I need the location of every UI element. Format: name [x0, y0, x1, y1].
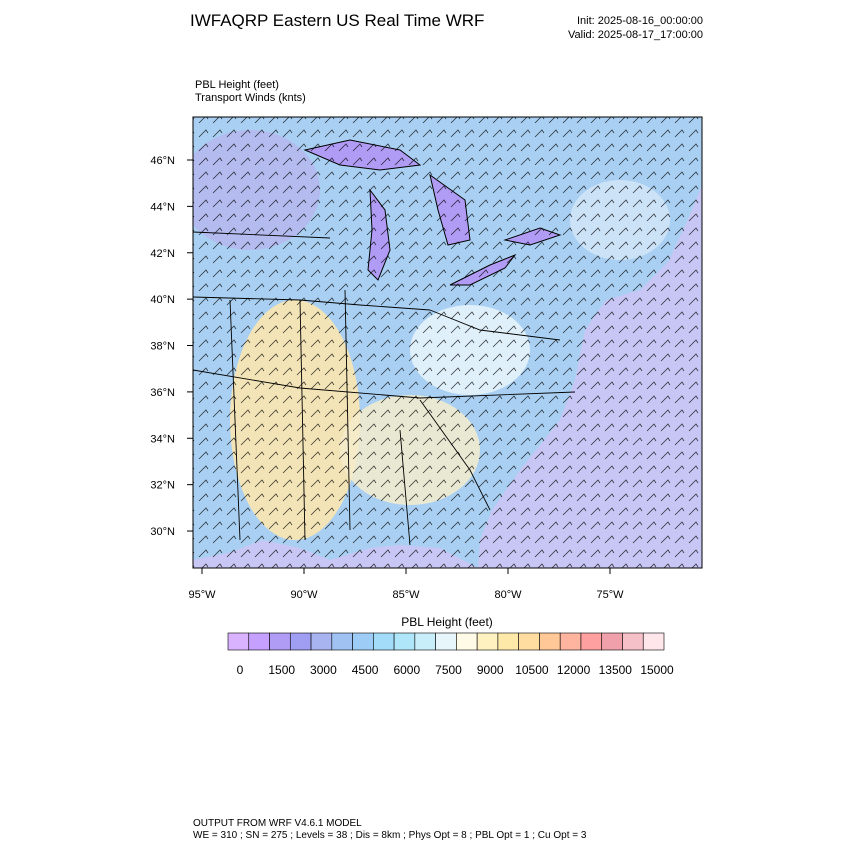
colorbar-box: [601, 632, 623, 651]
colorbar-box: [331, 632, 353, 651]
colorbar-title: PBL Height (feet): [401, 615, 493, 629]
colorbar-box: [435, 632, 457, 651]
colorbar-box: [289, 632, 312, 651]
footer-text: WE = 310 ; SN = 275 ; Levels = 38 ; Dis …: [193, 830, 587, 841]
lon-tick-label: 90°W: [290, 589, 318, 601]
colorbar-label: 15000: [640, 663, 674, 677]
colorbar-box: [559, 632, 582, 651]
lon-tick-label: 80°W: [494, 589, 522, 601]
colorbar-label: 7500: [435, 663, 462, 677]
lon-tick-label: 95°W: [188, 589, 216, 601]
colorbar-box: [414, 632, 436, 651]
colorbar-box: [248, 632, 270, 651]
colorbar-box: [497, 632, 519, 651]
colorbar-label: 1500: [268, 663, 295, 677]
footer-text: OUTPUT FROM WRF V4.6.1 MODEL: [193, 818, 362, 829]
colorbar-label: 6000: [393, 663, 420, 677]
lat-tick-label: 44°N: [150, 201, 175, 213]
lat-tick-label: 30°N: [150, 526, 175, 538]
colorbar-label: 3000: [310, 663, 337, 677]
colorbar-label: 12000: [557, 663, 591, 677]
wind-barbs: [193, 117, 702, 568]
map-frame: [192, 116, 703, 569]
colorbar-box: [518, 632, 540, 651]
valid-time: Valid: 2025-08-17_17:00:00: [568, 29, 703, 41]
colorbar-box: [373, 632, 395, 651]
colorbar-label: 0: [237, 663, 244, 677]
lat-tick-label: 34°N: [150, 433, 175, 445]
field-label: PBL Height (feet): [195, 79, 279, 91]
lat-tick-label: 32°N: [150, 480, 175, 492]
colorbar-box: [622, 632, 644, 651]
colorbar-box: [580, 632, 603, 651]
colorbar-box: [539, 632, 561, 651]
field-label: Transport Winds (knts): [195, 92, 306, 104]
colorbar-box: [393, 632, 416, 651]
lat-tick-label: 46°N: [150, 155, 175, 167]
colorbar-box: [227, 632, 250, 651]
colorbar-box: [352, 632, 374, 651]
colorbar-box: [310, 632, 333, 651]
colorbar-label: 10500: [515, 663, 549, 677]
init-time: Init: 2025-08-16_00:00:00: [577, 15, 703, 27]
map: [193, 117, 702, 568]
colorbar-box: [269, 632, 291, 651]
title: IWFAQRP Eastern US Real Time WRF: [190, 11, 484, 30]
colorbar-box: [476, 632, 499, 651]
colorbar-label: 4500: [352, 663, 379, 677]
lat-tick-label: 40°N: [150, 294, 175, 306]
lon-tick-label: 85°W: [392, 589, 420, 601]
lat-tick-label: 38°N: [150, 341, 175, 353]
colorbar-label: 13500: [599, 663, 633, 677]
lat-tick-label: 42°N: [150, 248, 175, 260]
colorbar-box: [456, 632, 478, 651]
lat-tick-label: 36°N: [150, 387, 175, 399]
colorbar-label: 9000: [477, 663, 504, 677]
lon-tick-label: 75°W: [596, 589, 624, 601]
colorbar-box: [642, 632, 665, 651]
